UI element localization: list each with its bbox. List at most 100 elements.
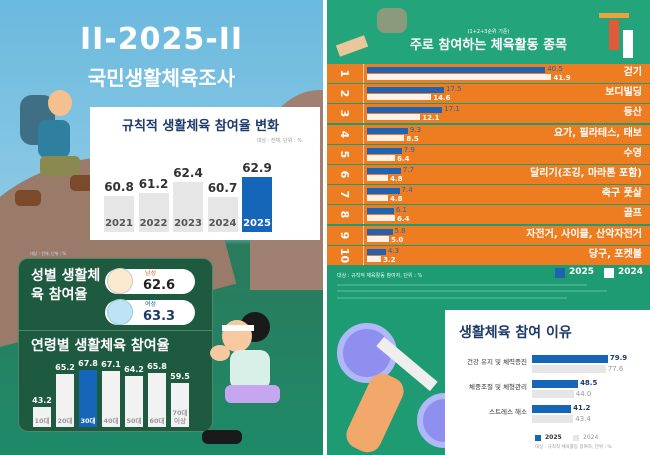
age-value: 65.2 — [55, 363, 75, 373]
male-face-icon — [107, 268, 133, 294]
reason-label: 건강 유지 및 체력증진 — [466, 358, 527, 366]
sport-row: 5 수영 7.9 6.4 — [327, 144, 650, 164]
value-2025: 79.9 — [609, 354, 628, 362]
sport-label: 등산 — [623, 107, 642, 119]
rank-divider — [363, 104, 364, 124]
value-2025: 48.5 — [580, 379, 598, 387]
bar-2025 — [532, 380, 579, 388]
rank-divider — [363, 165, 364, 184]
rank-number: 6 — [338, 170, 351, 179]
bar-2024 — [367, 94, 432, 101]
reason-label: 체중조절 및 체형관리 — [469, 383, 527, 391]
hiker-illustration — [10, 90, 96, 210]
bar-2025 — [367, 168, 401, 174]
value-2025: 17.5 — [446, 85, 462, 94]
bar-2025 — [367, 87, 444, 94]
rank-divider — [363, 64, 364, 83]
title: 국민생활체육조사 — [87, 66, 236, 90]
trend-value-label: 60.7 — [207, 181, 238, 196]
age-label: 40대 — [103, 417, 119, 425]
bar-2024 — [532, 415, 574, 423]
rank-number: 5 — [338, 150, 351, 159]
footnote-line — [337, 297, 567, 299]
male-label: 남성 — [145, 270, 157, 277]
sport-row: 3 등산 17.1 12.1 — [327, 104, 650, 124]
age-bar — [171, 382, 189, 427]
bar-2024 — [532, 390, 574, 398]
value-2025: 7.9 — [403, 145, 415, 154]
trend-bar — [138, 192, 169, 232]
rank-number: 8 — [338, 211, 351, 219]
age-label: 70대 이상 — [172, 409, 188, 425]
legend-2024: 2024 — [583, 434, 599, 441]
sport-row: 1 걷기 40.5 41.9 — [327, 64, 650, 83]
sport-row: 4 요가, 필라테스, 태보 9.3 8.5 — [327, 124, 650, 144]
bar-2024 — [367, 215, 396, 222]
sport-row: 2 보디빌딩 17.5 14.6 — [327, 84, 650, 104]
sports-bars: 1 걷기 40.5 41.9 2 보디빌딩 17.5 14.6 3 등산 17.1 12.1 4 요가, … — [327, 64, 650, 266]
rank-divider — [363, 245, 364, 265]
legend-2024-swatch — [573, 435, 579, 441]
trend-year-label: 2022 — [139, 218, 168, 229]
bar-2025 — [532, 355, 608, 363]
age-label: 60대 — [149, 417, 165, 425]
bar-2025 — [367, 107, 443, 114]
bar-2025 — [367, 228, 393, 235]
bar-2024 — [367, 114, 421, 121]
divider — [19, 330, 212, 331]
male-value: 62.6 — [143, 278, 176, 293]
age-bar — [33, 407, 51, 427]
value-2024: 14.6 — [433, 94, 451, 103]
legend-2024-swatch — [604, 268, 614, 278]
value-2025: 7.4 — [401, 186, 413, 195]
trend-value-label: 61.2 — [138, 176, 169, 191]
value-2024: 44.0 — [575, 390, 592, 398]
rank-number: 2 — [338, 89, 351, 98]
dumbbell-illustration — [337, 318, 472, 455]
gender-note: 대상 : 전체, 단위 : % — [30, 251, 67, 256]
legend-2025-swatch — [535, 435, 541, 441]
chart-title: 규칙적 생활체육 참여율 변화 — [122, 119, 280, 134]
age-bar — [148, 373, 166, 427]
sports-note: 대상 : 규칙적 체육활동 참여자, 단위 : % — [337, 273, 423, 279]
value-2024: 43.4 — [575, 415, 591, 423]
value-2024: 77.6 — [607, 365, 624, 373]
age-label: 20대 — [57, 417, 73, 425]
value-2024: 6.4 — [397, 154, 410, 163]
title-year: II-2025-II — [79, 22, 244, 57]
value-2025: 9.3 — [409, 125, 422, 134]
trend-bar — [104, 196, 134, 232]
sport-row: 8 골프 6.1 6.4 — [327, 205, 650, 225]
reasons-note: 대상 : 규칙적 체육활동 참여자, 단위 : % — [535, 445, 612, 450]
bar-2024 — [367, 154, 396, 161]
reasons-bars: 건강 유지 및 체력증진 79.9 77.6 체중조절 및 체형관리 48.5 44.0 스… — [445, 310, 650, 455]
legend-2025: 2025 — [545, 434, 562, 441]
left-panel: II-2025-II 국민생활체육조사 규칙적 생활체육 참여율 변화 대상 :… — [0, 0, 323, 455]
value-2025: 6.1 — [395, 206, 407, 215]
bar-2025 — [367, 188, 400, 195]
age-title: 연령별 생활체육 참여율 — [31, 338, 170, 354]
sport-label: 축구 풋살 — [601, 188, 642, 200]
value-2025: 5.8 — [394, 226, 406, 235]
sports-title: 주로 참여하는 체육활동 종목 — [409, 38, 568, 53]
legend-2024: 2024 — [618, 267, 644, 277]
value-2024: 41.9 — [553, 74, 571, 82]
gender-title: 성별 생활체육 참여율 — [31, 268, 101, 303]
bar-2025 — [367, 248, 386, 255]
bar-2024 — [532, 365, 606, 373]
female-pill: 여성 63.3 — [105, 299, 195, 325]
legend-2025: 2025 — [569, 267, 595, 277]
value-2024: 12.1 — [422, 114, 440, 123]
bar-2024 — [367, 175, 389, 181]
age-value: 59.5 — [170, 371, 190, 381]
reasons-card: 생활체육 참여 이유 건강 유지 및 체력증진 79.9 77.6 체중조절 및 체형… — [445, 310, 650, 455]
age-label: 10대 — [34, 417, 50, 425]
female-value: 63.3 — [143, 309, 176, 324]
age-label: 30대 — [80, 417, 96, 425]
bar-2024 — [367, 235, 389, 242]
age-value: 64.2 — [124, 364, 144, 374]
bar-2024 — [367, 134, 405, 141]
rank-divider — [363, 124, 364, 144]
age-bar — [79, 370, 97, 427]
rank-number: 1 — [338, 69, 351, 78]
